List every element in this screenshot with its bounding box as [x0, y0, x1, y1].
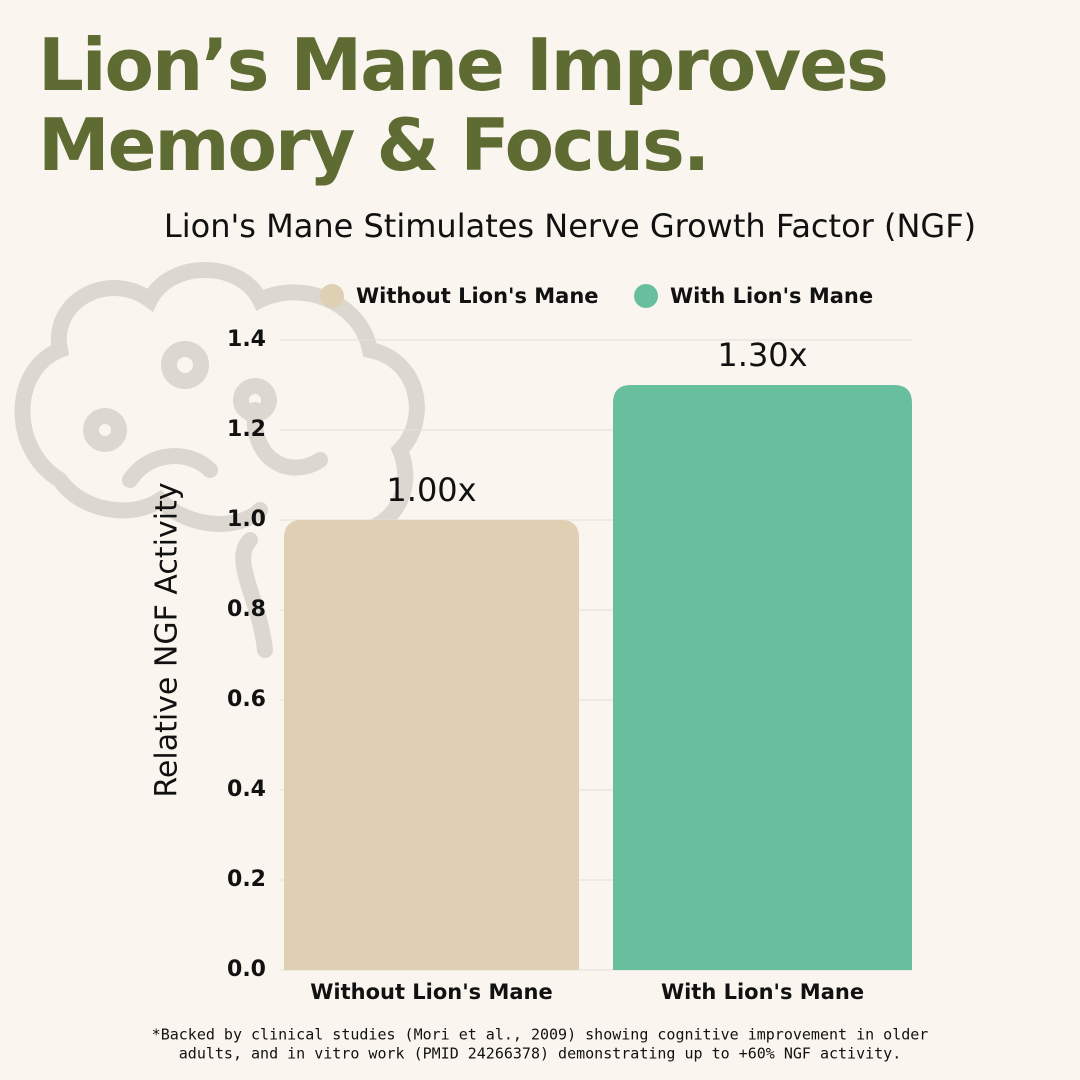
- footnote: adults, and in vitro work (PMID 24266378…: [179, 1045, 901, 1063]
- y-tick-label: 1.4: [227, 327, 266, 352]
- x-tick-label: Without Lion's Mane: [310, 980, 553, 1004]
- y-tick-label: 0.6: [227, 687, 266, 712]
- headline: Lion’s Mane Improves: [38, 23, 887, 107]
- legend-swatch: [634, 284, 658, 308]
- chart-title: Lion's Mane Stimulates Nerve Growth Fact…: [164, 207, 976, 245]
- bar: [613, 385, 912, 970]
- footnote: *Backed by clinical studies (Mori et al.…: [152, 1026, 929, 1044]
- legend-label: Without Lion's Mane: [356, 284, 599, 308]
- brain-decoration: [14, 262, 425, 658]
- value-label: 1.00x: [386, 471, 476, 509]
- legend-swatch: [320, 284, 344, 308]
- y-tick-label: 0.2: [227, 867, 266, 892]
- y-tick-label: 0.8: [227, 597, 266, 622]
- x-tick-label: With Lion's Mane: [661, 980, 864, 1004]
- y-tick-label: 1.0: [227, 507, 266, 532]
- bar: [284, 520, 579, 970]
- y-axis-label: Relative NGF Activity: [150, 482, 185, 797]
- value-label: 1.30x: [717, 336, 807, 374]
- headline: Memory & Focus.: [38, 103, 708, 187]
- legend-label: With Lion's Mane: [670, 284, 873, 308]
- y-tick-label: 0.4: [227, 777, 266, 802]
- y-tick-label: 0.0: [227, 957, 266, 982]
- y-tick-label: 1.2: [227, 417, 266, 442]
